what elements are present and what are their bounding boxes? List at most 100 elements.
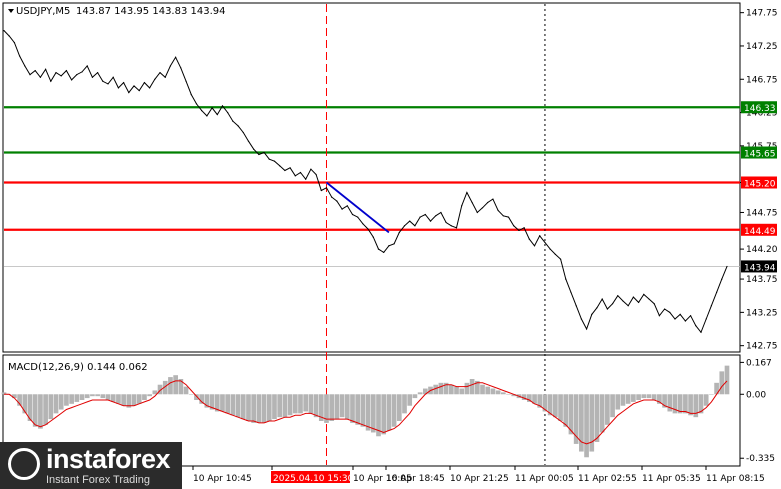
price-point — [570, 291, 572, 293]
price-point — [585, 328, 588, 330]
price-point — [658, 315, 660, 317]
price-point — [289, 167, 291, 169]
price-point — [294, 175, 296, 177]
macd-histogram-bar — [719, 371, 725, 395]
macd-histogram-bar — [225, 394, 231, 414]
macd-histogram-bar — [74, 394, 80, 402]
price-point — [284, 169, 286, 172]
price-point — [409, 220, 411, 222]
price-point — [388, 245, 390, 247]
price-point — [414, 225, 416, 227]
time-tick-label: 10 Apr 18:45 — [386, 474, 445, 484]
macd-histogram-bar — [703, 394, 709, 406]
current-price-tag-bg — [741, 260, 777, 273]
macd-histogram-bar — [396, 394, 402, 421]
price-point — [466, 191, 468, 194]
price-point — [533, 245, 536, 247]
price-point — [60, 75, 62, 77]
macd-histogram-bar — [292, 394, 298, 414]
instaforex-logo-icon — [8, 448, 40, 480]
macd-histogram-bar — [48, 394, 54, 420]
price-point — [565, 278, 567, 280]
macd-histogram-bar — [485, 386, 491, 395]
price-tick-label: 144.75 — [746, 208, 778, 218]
macd-histogram-bar — [688, 394, 693, 416]
price-point — [591, 313, 593, 315]
macd-histogram-bar — [272, 394, 277, 420]
symbol-dropdown-icon[interactable] — [8, 9, 14, 13]
price-point — [13, 42, 16, 44]
price-point — [554, 253, 556, 256]
macd-histogram-bar — [53, 394, 59, 414]
price-series — [3, 30, 728, 334]
macd-histogram-bar — [615, 394, 621, 410]
price-point — [143, 81, 146, 84]
macd-histogram-bar — [584, 394, 589, 458]
price-point — [71, 79, 73, 81]
price-point — [86, 65, 88, 67]
price-point — [663, 308, 666, 310]
macd-histogram-bar — [22, 394, 28, 414]
price-point — [315, 173, 317, 176]
ohlc-values: 143.87 143.95 143.83 143.94 — [76, 6, 226, 17]
macd-histogram-bar — [235, 394, 241, 418]
price-point — [518, 229, 520, 232]
price-point — [481, 207, 484, 209]
macd-histogram-bar — [480, 384, 485, 395]
macd-histogram-bar — [474, 380, 480, 395]
price-point — [669, 311, 671, 313]
price-point — [39, 76, 42, 78]
price-point — [575, 305, 577, 307]
price-point — [154, 78, 156, 80]
price-point — [24, 65, 26, 67]
macd-histogram-bar — [563, 394, 569, 427]
macd-histogram-bar — [625, 394, 631, 404]
price-point — [175, 56, 177, 58]
time-tick-label: 10 Apr 10:45 — [193, 474, 252, 484]
price-point — [128, 91, 130, 94]
macd-histogram-bar — [350, 394, 355, 423]
time-tick-label: 10 Apr 21:25 — [450, 474, 509, 484]
macd-histogram-bar — [365, 394, 371, 431]
price-point — [429, 220, 432, 222]
price-point — [539, 235, 541, 237]
macd-histogram-bar — [69, 394, 74, 404]
price-point — [29, 74, 31, 76]
price-point — [253, 148, 255, 150]
price-point — [617, 295, 619, 297]
red-time-marker-bg — [271, 471, 350, 483]
price-point — [507, 216, 510, 218]
price-point — [471, 201, 473, 204]
macd-histogram-bar — [318, 394, 324, 421]
macd-histogram-bar — [490, 388, 496, 395]
macd-histogram-bar — [116, 394, 121, 404]
macd-histogram-bar — [136, 394, 142, 404]
macd-histogram-bar — [131, 394, 137, 406]
macd-histogram-bar — [147, 394, 152, 397]
macd-histogram-bar — [282, 394, 288, 418]
symbol-label[interactable]: USDJPY,M5 — [16, 6, 70, 17]
macd-tick-label: -0.335 — [746, 454, 775, 464]
macd-histogram-bar — [43, 394, 48, 425]
price-point — [726, 265, 728, 268]
macd-histogram-bar — [594, 394, 600, 442]
macd-histogram-bar — [500, 392, 506, 395]
macd-histogram-bar — [168, 377, 173, 395]
price-point — [419, 216, 421, 218]
macd-histogram-bar — [360, 394, 366, 427]
macd-histogram-bar — [277, 394, 283, 418]
macd-histogram-bar — [448, 384, 454, 395]
price-point — [34, 70, 36, 72]
macd-histogram-bar — [521, 394, 527, 400]
macd-histogram-bar — [662, 394, 667, 408]
price-point — [497, 209, 499, 212]
macd-histogram-bar — [568, 394, 574, 435]
macd-histogram-bar — [162, 380, 168, 395]
time-tick-label: 11 Apr 08:15 — [706, 474, 765, 484]
macd-histogram-bar — [142, 394, 147, 400]
price-point — [242, 131, 244, 134]
price-point — [232, 120, 234, 122]
time-tick-label: 11 Apr 00:05 — [515, 474, 574, 484]
macd-histogram-bar — [105, 394, 111, 400]
